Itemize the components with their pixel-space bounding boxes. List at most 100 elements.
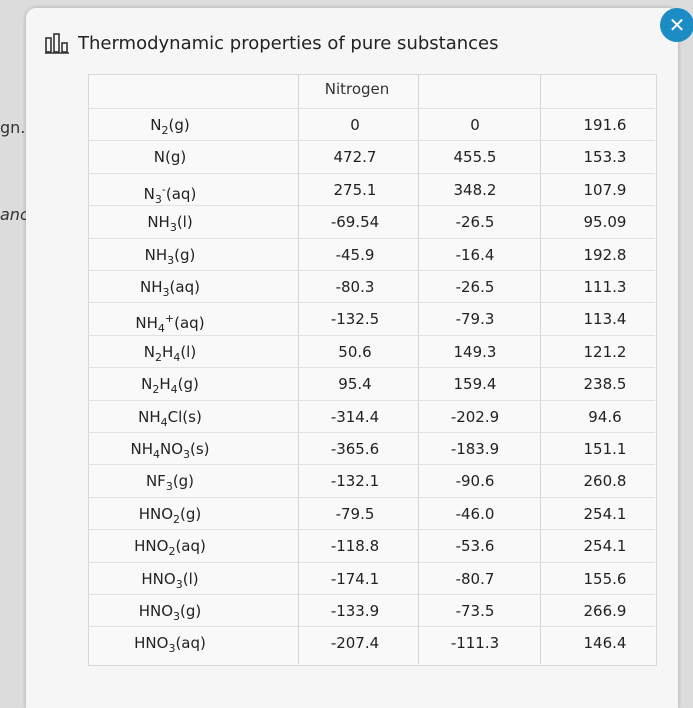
substance-cell: NF3(g) — [98, 465, 242, 497]
table-row: N(g) 472.7 455.5 153.3 — [88, 140, 655, 173]
gibbs-cell: 0 — [470, 116, 480, 134]
entropy-cell: 95.09 — [583, 213, 627, 232]
gibbs-cell: -80.7 — [455, 569, 495, 588]
formula-part: HNO — [138, 602, 174, 620]
entropy-cell: 107.9 — [583, 180, 627, 199]
formula-part: N — [143, 342, 156, 361]
formula-part: (l) — [176, 213, 193, 232]
formula-part: 3 — [154, 192, 162, 206]
formula-part: HNO — [134, 634, 169, 653]
substance-cell: HNO3(aq) — [98, 627, 242, 659]
enthalpy-cell: 95.4 — [338, 375, 372, 394]
enthalpy-cell: -45.9 — [335, 245, 375, 264]
substance-cell: N(g) — [98, 141, 242, 173]
gibbs-cell: -16.4 — [455, 245, 495, 264]
gibbs-cell: 455.5 — [453, 148, 497, 167]
gibbs-cell: -26.5 — [455, 213, 495, 232]
properties-table — [88, 74, 657, 666]
gibbs-cell: 159.4 — [453, 375, 497, 394]
background-fragment-1: gn. — [0, 118, 26, 137]
table-row: HNO3(g) -133.9 -73.5 266.9 — [88, 594, 655, 627]
formula-part: - — [161, 182, 166, 196]
formula-part: (g) — [177, 375, 199, 394]
formula-part: 2 — [168, 545, 176, 559]
formula-part: NF — [145, 472, 166, 491]
substance-cell: HNO3(l) — [98, 563, 242, 595]
enthalpy-cell: -207.4 — [330, 634, 380, 653]
gibbs-cell: 348.2 — [453, 180, 497, 199]
formula-part: 3 — [168, 642, 176, 656]
gibbs-cell: 149.3 — [453, 342, 497, 361]
formula-part: (aq) — [175, 634, 206, 653]
formula-part: (l) — [180, 342, 197, 361]
entropy-cell: 111.3 — [583, 278, 627, 296]
formula-part: N — [143, 184, 155, 203]
close-button[interactable]: ✕ — [660, 8, 693, 42]
enthalpy-cell: 50.6 — [338, 342, 372, 361]
entropy-cell: 94.6 — [588, 407, 622, 426]
formula-part: (aq) — [169, 278, 200, 296]
formula-part: 2 — [173, 512, 181, 526]
substance-cell: NH4Cl(s) — [98, 401, 242, 433]
table-row: HNO2(g) -79.5 -46.0 254.1 — [88, 496, 655, 530]
background-fragment-2: anc — [0, 205, 29, 224]
enthalpy-cell: -118.8 — [330, 537, 380, 556]
formula-part: Cl(s) — [167, 407, 202, 426]
gibbs-cell: -53.6 — [455, 537, 495, 556]
table-row: N2(g) 0 0 191.6 — [88, 108, 655, 141]
enthalpy-cell: -133.9 — [330, 602, 380, 620]
gibbs-cell: -111.3 — [450, 634, 500, 653]
formula-part: (g) — [174, 245, 196, 264]
formula-part: HNO — [134, 537, 169, 556]
entropy-cell: 153.3 — [583, 148, 627, 167]
substance-cell: N3-(aq) — [98, 174, 242, 206]
gibbs-cell: -90.6 — [455, 472, 495, 491]
formula-part: (g) — [180, 602, 202, 620]
formula-part: 3 — [167, 253, 175, 267]
bar-chart-icon — [45, 33, 69, 54]
formula-part: 4 — [173, 350, 181, 364]
table-row: NH4NO3(s) -365.6 -183.9 151.1 — [88, 432, 655, 465]
enthalpy-cell: 275.1 — [333, 180, 377, 199]
table-row: NH4Cl(s) -314.4 -202.9 94.6 — [88, 399, 655, 433]
formula-part: NH — [147, 213, 170, 232]
formula-part: 3 — [175, 577, 183, 591]
substance-cell: HNO3(g) — [98, 595, 242, 627]
substance-cell: NH3(l) — [98, 206, 242, 238]
table-row: HNO3(aq) -207.4 -111.3 146.4 — [88, 626, 655, 659]
formula-part: HNO — [141, 569, 176, 588]
formula-part: NO — [159, 440, 183, 458]
entropy-cell: 238.5 — [583, 375, 627, 394]
formula-part: (g) — [168, 116, 190, 134]
formula-part: 3 — [183, 448, 190, 461]
enthalpy-cell: -79.5 — [335, 504, 375, 523]
group-header-nitrogen: Nitrogen — [324, 80, 390, 98]
substance-cell: HNO2(aq) — [98, 530, 242, 562]
substance-cell: N2H4(g) — [98, 368, 242, 400]
enthalpy-cell: -174.1 — [330, 569, 380, 588]
table-row: NH3(g) -45.9 -16.4 192.8 — [88, 237, 655, 271]
table-row: NH4+(aq) -132.5 -79.3 113.4 — [88, 302, 655, 335]
table-row: N2H4(g) 95.4 159.4 238.5 — [88, 367, 655, 400]
table-row: NH3(l) -69.54 -26.5 95.09 — [88, 205, 655, 238]
formula-part: + — [164, 312, 175, 326]
substance-cell: NH3(g) — [98, 239, 242, 271]
gibbs-cell: -26.5 — [455, 278, 495, 296]
table-row: HNO3(l) -174.1 -80.7 155.6 — [88, 561, 655, 595]
formula-part: HNO — [138, 504, 174, 523]
substance-cell: NH4NO3(s) — [98, 433, 242, 465]
dialog-title: Thermodynamic properties of pure substan… — [78, 32, 499, 54]
substance-cell: HNO2(g) — [98, 498, 242, 530]
formula-part: NH — [130, 440, 153, 458]
enthalpy-cell: -365.6 — [330, 440, 380, 458]
dialog-header: Thermodynamic properties of pure substan… — [44, 30, 499, 56]
close-icon: ✕ — [668, 13, 686, 37]
formula-part: N(g) — [153, 148, 187, 167]
formula-part: 3 — [165, 480, 173, 494]
formula-part: NH — [138, 407, 161, 426]
entropy-cell: 121.2 — [583, 342, 627, 361]
enthalpy-cell: 0 — [350, 116, 360, 134]
gibbs-cell: -46.0 — [455, 504, 495, 523]
formula-part: 2 — [155, 350, 163, 364]
entropy-cell: 260.8 — [583, 472, 627, 491]
